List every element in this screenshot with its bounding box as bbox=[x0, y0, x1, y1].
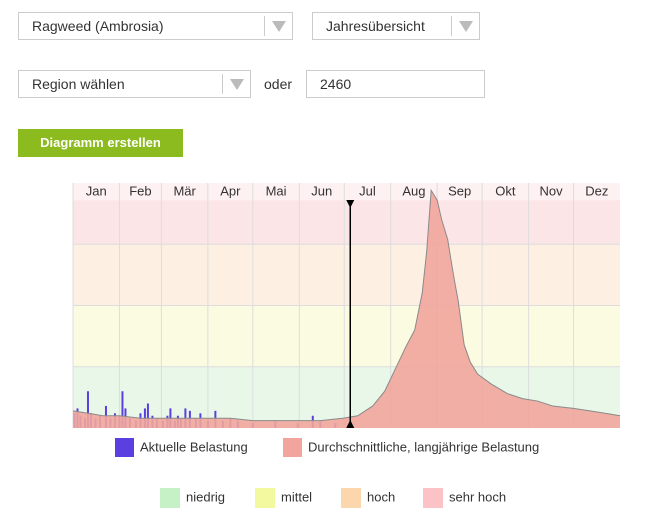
x-tick-label: Okt bbox=[495, 183, 516, 198]
x-tick-label: Jun bbox=[311, 183, 332, 198]
level-swatch bbox=[160, 488, 180, 508]
x-tick-label: Mär bbox=[173, 183, 196, 198]
view-value: Jahresübersicht bbox=[326, 18, 425, 34]
dropdown-arrow bbox=[451, 16, 479, 36]
bar bbox=[121, 391, 124, 428]
level-band bbox=[73, 244, 620, 306]
level-label: sehr hoch bbox=[449, 489, 506, 504]
x-tick-label: Dez bbox=[585, 183, 608, 198]
level-label: mittel bbox=[281, 489, 312, 504]
level-label: niedrig bbox=[186, 489, 225, 504]
x-tick-label: Apr bbox=[220, 183, 241, 198]
level-band bbox=[73, 200, 620, 245]
level-swatch bbox=[341, 488, 361, 508]
legend-label: Durchschnittliche, langjährige Belastung bbox=[308, 439, 539, 454]
x-tick-label: Jan bbox=[86, 183, 107, 198]
region-select[interactable]: Region wählen bbox=[18, 70, 251, 98]
species-value: Ragweed (Ambrosia) bbox=[32, 18, 164, 34]
x-tick-label: Feb bbox=[129, 183, 151, 198]
x-tick-label: Sep bbox=[448, 183, 471, 198]
level-swatch bbox=[255, 488, 275, 508]
month-header bbox=[73, 183, 620, 200]
postcode-input[interactable]: 2460 bbox=[306, 70, 485, 98]
dropdown-arrow bbox=[222, 74, 250, 94]
legend-swatch bbox=[115, 438, 134, 457]
x-tick-label: Aug bbox=[402, 183, 425, 198]
bar bbox=[86, 391, 89, 428]
x-tick-label: Nov bbox=[540, 183, 564, 198]
level-label: hoch bbox=[367, 489, 395, 504]
date-marker-top bbox=[346, 200, 355, 208]
level-band bbox=[73, 305, 620, 367]
region-value: Region wählen bbox=[32, 76, 125, 92]
date-marker-bottom bbox=[346, 420, 355, 428]
x-tick-label: Jul bbox=[359, 183, 376, 198]
area-line bbox=[72, 188, 621, 422]
x-tick-label: Mai bbox=[266, 183, 287, 198]
view-select[interactable]: Jahresübersicht bbox=[312, 12, 480, 40]
create-button[interactable]: Diagramm erstellen bbox=[18, 129, 183, 157]
bar bbox=[146, 403, 149, 428]
dropdown-arrow bbox=[264, 16, 292, 36]
or-label: oder bbox=[264, 76, 293, 92]
level-swatch bbox=[423, 488, 443, 508]
postcode-value: 2460 bbox=[320, 76, 352, 92]
species-select[interactable]: Ragweed (Ambrosia) bbox=[18, 12, 293, 40]
legend-swatch bbox=[283, 438, 302, 457]
legend-label: Aktuelle Belastung bbox=[140, 439, 248, 454]
